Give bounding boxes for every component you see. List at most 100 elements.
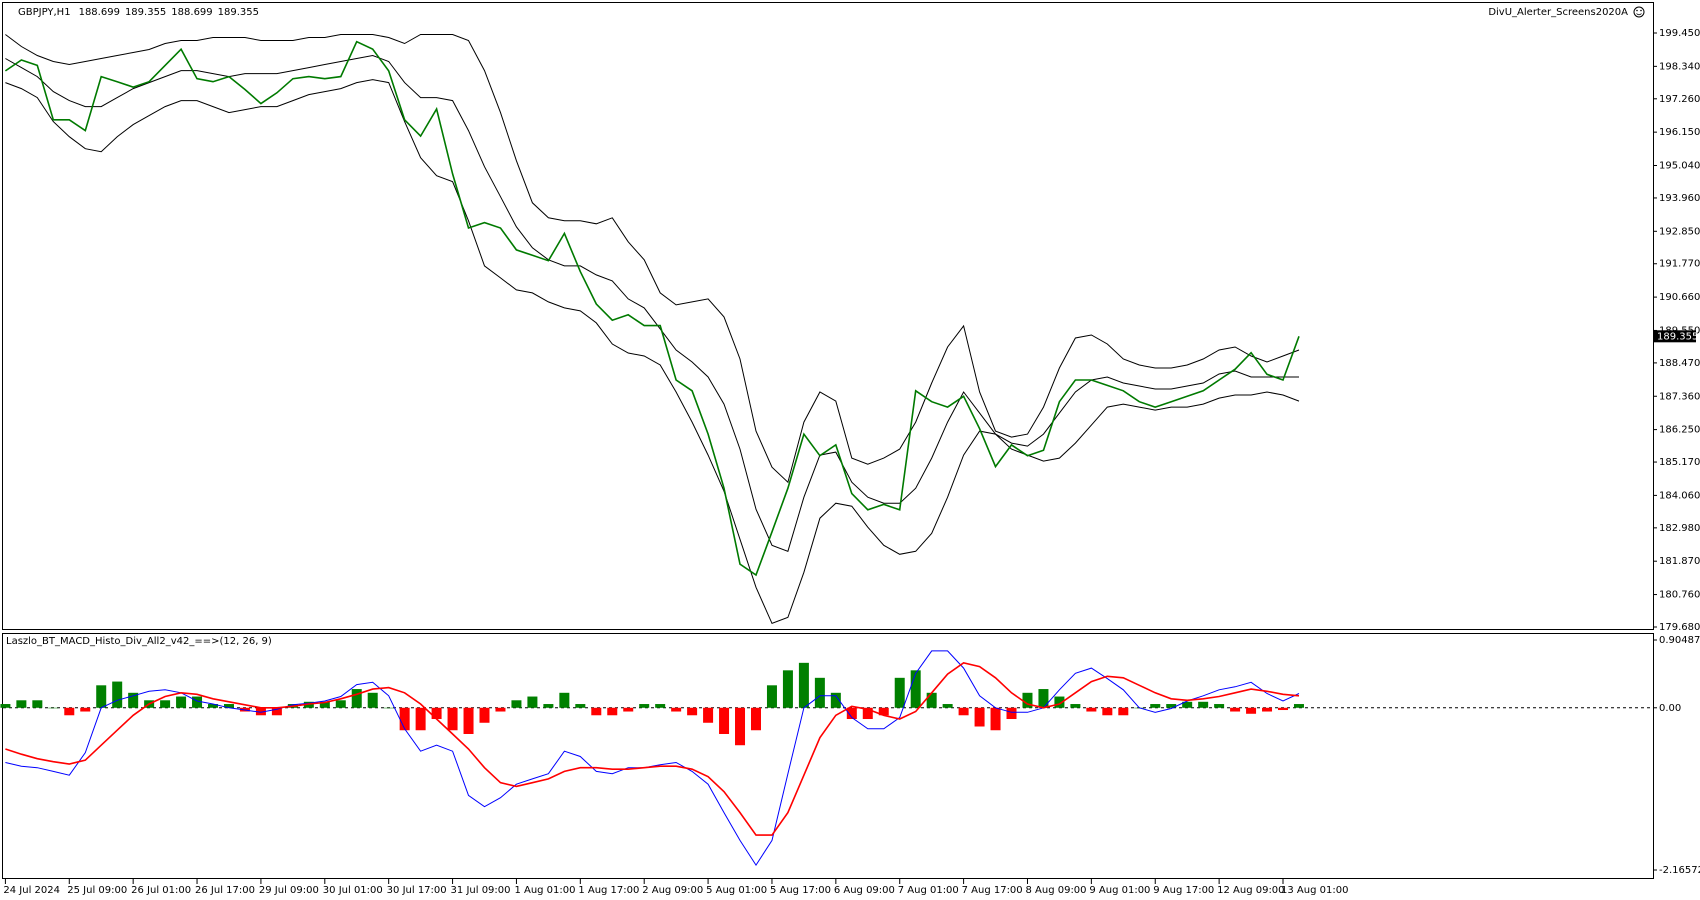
histogram-bar xyxy=(1006,707,1017,720)
histogram-bar xyxy=(910,670,921,708)
histogram-bar xyxy=(1293,704,1304,708)
y-tick-label: 198.340 xyxy=(1659,61,1700,72)
histogram-bar xyxy=(192,696,203,708)
histogram-bar xyxy=(1070,704,1081,708)
histogram-bar xyxy=(703,707,714,723)
histogram-bar xyxy=(735,707,746,746)
histogram-bar xyxy=(319,701,330,708)
y-tick-label: 188.470 xyxy=(1659,358,1700,369)
histogram-bar xyxy=(1262,707,1273,712)
histogram-bar xyxy=(766,685,777,708)
histogram-bar xyxy=(1102,707,1113,716)
histogram-bar xyxy=(1022,692,1033,708)
series-line xyxy=(4,40,1300,577)
histogram-bar xyxy=(112,681,123,708)
histogram-bar xyxy=(383,707,394,709)
histogram-bar xyxy=(1086,707,1097,712)
y-tick-label: 191.770 xyxy=(1659,259,1700,270)
smiley-icon xyxy=(1633,6,1645,18)
y-tick-label: 185.170 xyxy=(1659,457,1700,468)
histogram-bar xyxy=(719,707,730,734)
y-tick-label: 180.760 xyxy=(1659,590,1700,601)
histogram-bar xyxy=(399,707,410,731)
price-header: GBPJPY,H1 188.699 189.355 188.699 189.355 xyxy=(18,7,259,18)
time-label: 7 Aug 01:00 xyxy=(898,885,959,896)
histogram-bar xyxy=(607,707,618,716)
histogram-bar xyxy=(655,704,666,708)
close: 189.355 xyxy=(218,7,259,18)
histogram-bar xyxy=(591,707,602,716)
histogram-bar xyxy=(511,700,522,708)
time-label: 9 Aug 01:00 xyxy=(1089,885,1150,896)
y-tick-label: 190.660 xyxy=(1659,292,1700,303)
histogram-bar xyxy=(255,707,266,716)
y-tick-label: 193.960 xyxy=(1659,193,1700,204)
symbol: GBPJPY,H1 xyxy=(18,7,71,18)
price-panel-frame xyxy=(2,2,1654,630)
histogram-bar xyxy=(351,689,362,708)
series-line xyxy=(5,54,1299,552)
time-label: 25 Jul 09:00 xyxy=(67,885,127,896)
series-line xyxy=(5,79,1300,625)
y-tick-label: 182.980 xyxy=(1659,523,1700,534)
histogram-bar xyxy=(208,704,219,708)
histogram-bar xyxy=(862,707,873,720)
histogram-bar xyxy=(495,707,506,712)
histogram-bar xyxy=(16,700,27,708)
histogram-bar xyxy=(974,707,985,727)
time-label: 12 Aug 09:00 xyxy=(1217,885,1284,896)
time-label: 13 Aug 01:00 xyxy=(1281,885,1348,896)
y-tick-label: -2.165721 xyxy=(1659,865,1700,876)
histogram-bar xyxy=(894,677,905,708)
histogram-bar xyxy=(32,700,43,708)
histogram-bar xyxy=(48,707,59,709)
histogram-bar xyxy=(447,707,458,731)
time-label: 6 Aug 09:00 xyxy=(834,885,895,896)
time-label: 30 Jul 17:00 xyxy=(387,885,447,896)
histogram-bar xyxy=(1118,707,1129,716)
series-line xyxy=(5,34,1300,484)
histogram-bar xyxy=(671,707,682,712)
histogram-bar xyxy=(367,692,378,708)
macd-title: Laszlo_BT_MACD_Histo_Div_All2_v42_==>(12… xyxy=(6,636,272,647)
time-label: 24 Jul 2024 xyxy=(3,885,60,896)
histogram-bar xyxy=(1214,704,1225,708)
y-tick-label: 186.250 xyxy=(1659,425,1700,436)
histogram-bar xyxy=(479,707,490,723)
histogram-bar xyxy=(750,707,761,731)
histogram-bar xyxy=(1278,707,1288,711)
histogram-bar xyxy=(0,704,11,708)
histogram-bar xyxy=(878,707,889,716)
histogram-bar xyxy=(128,692,139,708)
histogram-bar xyxy=(335,700,346,708)
time-label: 9 Aug 17:00 xyxy=(1153,885,1214,896)
histogram-bar xyxy=(1150,704,1161,708)
last-price-tag xyxy=(1654,330,1696,343)
y-tick-label: 181.870 xyxy=(1659,556,1700,567)
histogram-bar xyxy=(798,662,809,708)
open: 188.699 xyxy=(79,7,120,18)
indicator-label: DivU_Alerter_Screens2020A xyxy=(1488,7,1628,18)
histogram-bar xyxy=(575,704,586,708)
histogram-bar xyxy=(96,685,107,708)
histogram-bar xyxy=(958,707,969,716)
high: 189.355 xyxy=(125,7,166,18)
y-tick-label: 179.680 xyxy=(1659,622,1700,633)
y-tick-label: 195.040 xyxy=(1659,161,1700,172)
histogram-bar xyxy=(176,696,187,708)
time-label: 8 Aug 09:00 xyxy=(1025,885,1086,896)
histogram-bar xyxy=(814,677,825,708)
low: 188.699 xyxy=(171,7,212,18)
histogram-bar xyxy=(830,692,841,708)
time-label: 7 Aug 17:00 xyxy=(962,885,1023,896)
histogram-bar xyxy=(942,704,953,708)
histogram-bar xyxy=(1038,689,1049,708)
histogram-bar xyxy=(1246,707,1257,714)
histogram-bar xyxy=(687,707,698,716)
histogram-bar xyxy=(543,704,554,708)
y-tick-label: 199.450 xyxy=(1659,28,1700,39)
last-price-label: 189.355 xyxy=(1657,331,1698,342)
time-label: 30 Jul 01:00 xyxy=(323,885,383,896)
histogram-bar xyxy=(463,707,474,734)
